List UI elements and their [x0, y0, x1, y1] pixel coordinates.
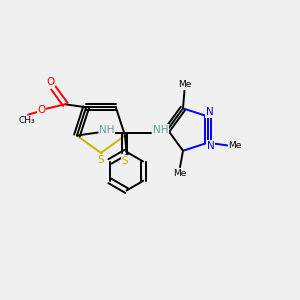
Text: Me: Me — [229, 141, 242, 150]
Text: S: S — [98, 155, 104, 165]
Text: Me: Me — [173, 169, 187, 178]
Text: S: S — [121, 156, 128, 166]
Text: O: O — [38, 105, 46, 115]
Text: NH: NH — [99, 124, 115, 135]
Text: N: N — [206, 107, 213, 117]
Text: N: N — [207, 141, 215, 151]
Text: NH: NH — [153, 124, 168, 135]
Text: O: O — [46, 77, 55, 87]
Text: CH₃: CH₃ — [18, 116, 35, 125]
Text: Me: Me — [178, 80, 191, 89]
